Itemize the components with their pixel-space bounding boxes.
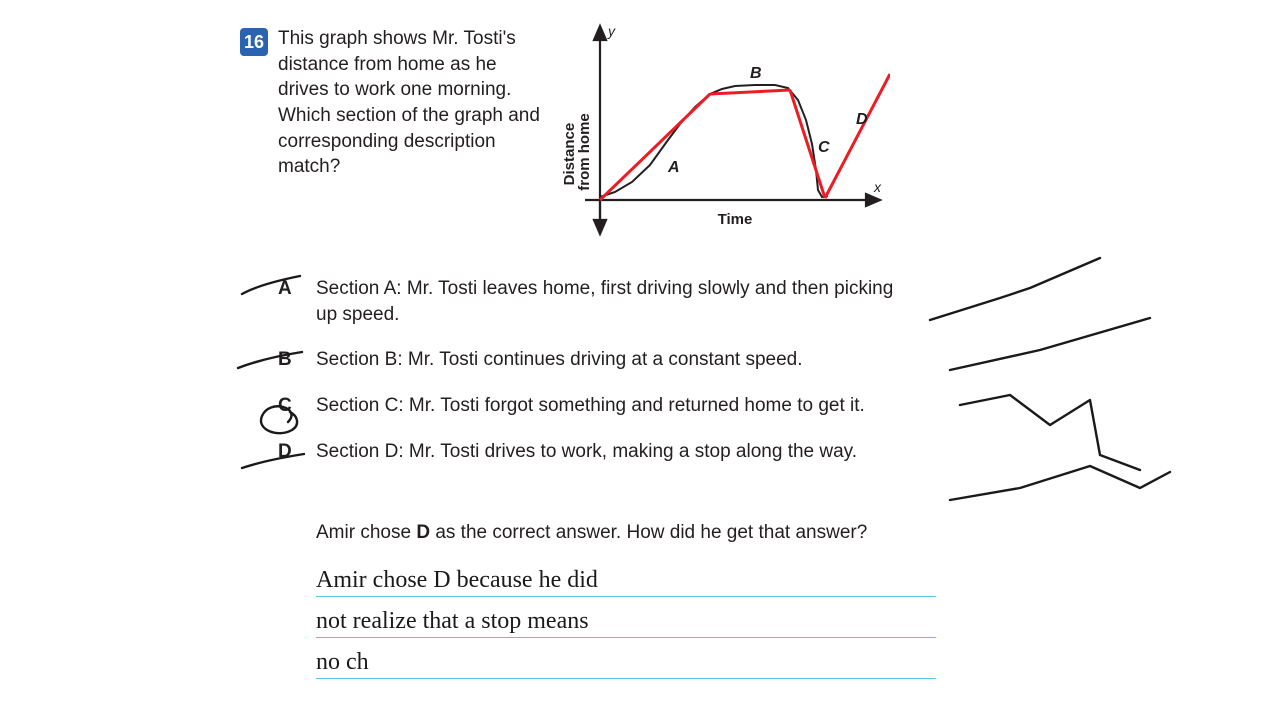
writing-line: not realize that a stop means xyxy=(316,597,936,638)
distance-time-graph: Distance from home y x Time xyxy=(560,22,890,242)
answer-options: A Section A: Mr. Tosti leaves home, firs… xyxy=(278,276,918,484)
question-text: This graph shows Mr. Tosti's distance fr… xyxy=(278,26,548,180)
handwritten-text: no ch xyxy=(316,649,369,676)
segment-label-c: C xyxy=(818,139,830,156)
segment-label-b: B xyxy=(750,65,762,82)
answer-writing-area: Amir chose D because he did not realize … xyxy=(316,556,936,679)
x-axis-label: Time xyxy=(718,211,753,228)
option-letter: C xyxy=(278,393,306,419)
segment-label-a: A xyxy=(667,159,680,176)
option-text: Section C: Mr. Tosti forgot something an… xyxy=(316,395,865,416)
y-symbol: y xyxy=(607,23,616,39)
followup-bold: D xyxy=(416,522,430,543)
followup-suffix: as the correct answer. How did he get th… xyxy=(430,522,867,543)
option-a: A Section A: Mr. Tosti leaves home, firs… xyxy=(278,276,918,327)
x-symbol: x xyxy=(873,179,882,195)
option-c: C Section C: Mr. Tosti forgot something … xyxy=(278,393,918,419)
handwritten-text: Amir chose D because he did xyxy=(316,567,598,594)
option-text: Section B: Mr. Tosti continues driving a… xyxy=(316,349,803,370)
handwritten-text: not realize that a stop means xyxy=(316,608,589,635)
followup-prefix: Amir chose xyxy=(316,522,416,543)
option-letter: D xyxy=(278,439,306,465)
segment-label-d: D xyxy=(856,111,868,128)
option-d: D Section D: Mr. Tosti drives to work, m… xyxy=(278,439,918,465)
writing-line: no ch xyxy=(316,638,936,679)
writing-line: Amir chose D because he did xyxy=(316,556,936,597)
option-b: B Section B: Mr. Tosti continues driving… xyxy=(278,347,918,373)
option-text: Section A: Mr. Tosti leaves home, first … xyxy=(316,278,893,325)
svg-text:Distance from home: Distance from home xyxy=(561,113,593,191)
y-axis-label-line2: from home xyxy=(576,113,593,191)
question-number-badge: 16 xyxy=(240,28,268,56)
option-letter: B xyxy=(278,347,306,373)
followup-prompt: Amir chose D as the correct answer. How … xyxy=(316,522,936,544)
graph-overlay-segments xyxy=(600,74,890,200)
option-letter: A xyxy=(278,276,306,302)
option-text: Section D: Mr. Tosti drives to work, mak… xyxy=(316,441,857,462)
